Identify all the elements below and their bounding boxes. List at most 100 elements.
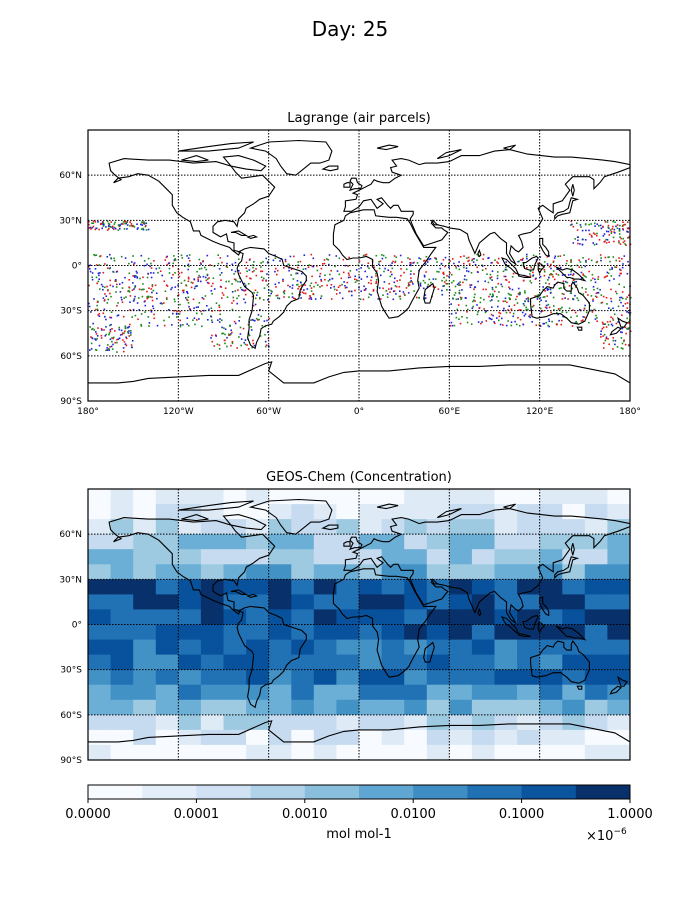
air-parcel-point xyxy=(389,275,392,278)
bottom-coast-eurasia xyxy=(343,508,631,625)
air-parcel-point xyxy=(326,258,328,260)
air-parcel-point xyxy=(229,324,231,327)
air-parcel-point xyxy=(550,311,552,314)
air-parcel-point xyxy=(425,255,428,258)
air-parcel-point xyxy=(611,228,614,230)
concentration-cell xyxy=(471,609,495,625)
air-parcel-point xyxy=(390,271,392,273)
air-parcel-point xyxy=(607,226,609,229)
air-parcel-point xyxy=(198,258,201,261)
air-parcel-point xyxy=(342,258,345,261)
concentration-cell xyxy=(607,489,631,505)
concentration-cell xyxy=(359,744,383,761)
air-parcel-point xyxy=(117,338,120,340)
air-parcel-point xyxy=(124,325,127,327)
air-parcel-point xyxy=(537,296,539,298)
air-parcel-point xyxy=(221,332,223,335)
air-parcel-point xyxy=(148,325,150,327)
air-parcel-point xyxy=(462,281,464,284)
air-parcel-point xyxy=(463,255,465,257)
air-parcel-point xyxy=(133,275,136,277)
bottom-lat-tick-label: 30°N xyxy=(59,575,82,585)
air-parcel-point xyxy=(439,267,442,270)
air-parcel-point xyxy=(412,283,414,285)
air-parcel-point xyxy=(539,256,542,258)
air-parcel-point xyxy=(102,225,105,227)
air-parcel-point xyxy=(466,270,468,272)
air-parcel-point xyxy=(330,284,333,286)
concentration-cell xyxy=(178,579,202,595)
air-parcel-point xyxy=(338,273,341,276)
air-parcel-point xyxy=(571,325,574,327)
air-parcel-point xyxy=(204,266,206,269)
air-parcel-point xyxy=(581,238,584,241)
air-parcel-point xyxy=(197,276,199,279)
air-parcel-point xyxy=(239,281,241,283)
air-parcel-point xyxy=(248,334,251,337)
air-parcel-point xyxy=(316,269,319,272)
concentration-cell xyxy=(359,639,383,656)
air-parcel-point xyxy=(486,273,488,275)
air-parcel-point xyxy=(176,310,178,313)
air-parcel-point xyxy=(89,268,91,270)
air-parcel-point xyxy=(620,347,623,349)
air-parcel-point xyxy=(282,291,285,293)
air-parcel-point xyxy=(611,324,614,327)
air-parcel-point xyxy=(565,280,567,283)
air-parcel-point xyxy=(92,322,94,325)
air-parcel-point xyxy=(546,287,549,290)
air-parcel-point xyxy=(618,240,620,242)
air-parcel-point xyxy=(105,318,107,321)
air-parcel-point xyxy=(128,262,130,265)
concentration-cell xyxy=(607,699,631,716)
air-parcel-point xyxy=(349,270,352,272)
concentration-cell xyxy=(133,579,157,595)
concentration-cell xyxy=(155,624,179,641)
concentration-cell xyxy=(449,654,473,671)
air-parcel-point xyxy=(546,289,549,291)
air-parcel-point xyxy=(491,299,493,301)
air-parcel-point xyxy=(605,242,608,244)
air-parcel-point xyxy=(607,230,610,233)
air-parcel-point xyxy=(424,281,426,284)
air-parcel-point xyxy=(206,281,209,284)
air-parcel-point xyxy=(418,297,420,299)
air-parcel-point xyxy=(266,319,268,322)
air-parcel-point xyxy=(501,285,504,288)
air-parcel-point xyxy=(95,308,97,311)
air-parcel-point xyxy=(109,225,111,228)
air-parcel-point xyxy=(428,258,430,261)
air-parcel-point xyxy=(106,349,109,351)
air-parcel-point xyxy=(218,348,221,350)
concentration-cell xyxy=(426,534,450,550)
air-parcel-point xyxy=(454,285,457,288)
air-parcel-point xyxy=(110,323,112,326)
air-parcel-point xyxy=(308,298,311,300)
air-parcel-point xyxy=(620,301,622,304)
air-parcel-point xyxy=(467,260,469,263)
air-parcel-point xyxy=(140,323,142,326)
concentration-cell xyxy=(426,639,450,656)
concentration-cell xyxy=(291,714,315,731)
air-parcel-point xyxy=(491,279,493,281)
colorbar-tick-label: 0.0010 xyxy=(282,807,328,822)
air-parcel-point xyxy=(230,344,232,347)
air-parcel-point xyxy=(197,278,199,281)
air-parcel-point xyxy=(98,228,100,231)
air-parcel-point xyxy=(543,274,546,277)
air-parcel-point xyxy=(600,294,603,296)
air-parcel-point xyxy=(482,253,485,256)
air-parcel-point xyxy=(95,227,97,230)
air-parcel-point xyxy=(372,290,375,292)
air-parcel-point xyxy=(238,316,241,318)
air-parcel-point xyxy=(386,296,389,298)
air-parcel-point xyxy=(237,280,239,283)
air-parcel-point xyxy=(368,267,370,270)
air-parcel-point xyxy=(606,271,609,274)
air-parcel-point xyxy=(585,276,587,278)
air-parcel-point xyxy=(494,259,496,261)
concentration-cell xyxy=(88,654,112,671)
air-parcel-point xyxy=(151,285,154,288)
air-parcel-point xyxy=(534,295,536,297)
concentration-cell xyxy=(155,684,179,701)
